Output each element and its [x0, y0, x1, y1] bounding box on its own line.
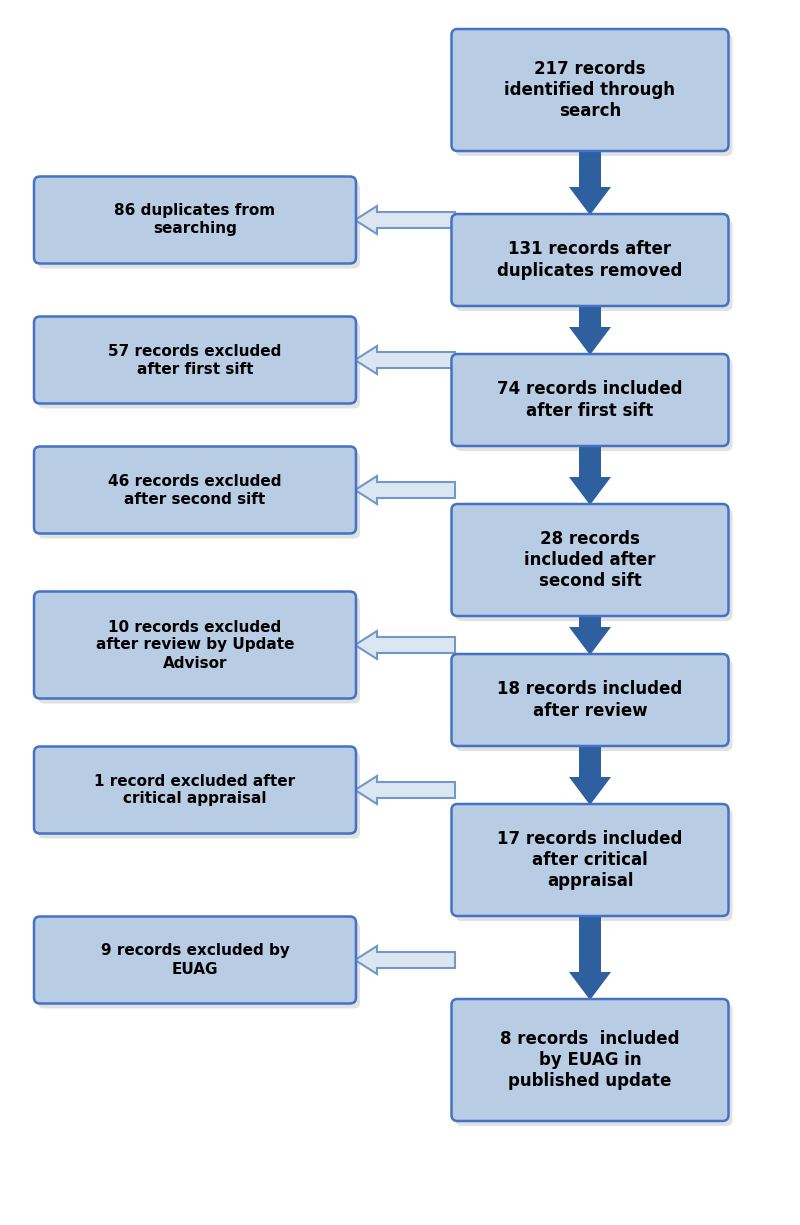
FancyBboxPatch shape: [34, 592, 356, 698]
FancyBboxPatch shape: [455, 359, 733, 451]
FancyBboxPatch shape: [38, 321, 360, 408]
Text: 10 records excluded
after review by Update
Advisor: 10 records excluded after review by Upda…: [96, 620, 294, 670]
Polygon shape: [569, 745, 611, 805]
Text: 46 records excluded
after second sift: 46 records excluded after second sift: [108, 474, 282, 506]
Text: 131 records after
duplicates removed: 131 records after duplicates removed: [498, 240, 682, 279]
FancyBboxPatch shape: [34, 316, 356, 403]
FancyBboxPatch shape: [38, 597, 360, 703]
Polygon shape: [569, 149, 611, 216]
Polygon shape: [569, 915, 611, 1000]
FancyBboxPatch shape: [455, 808, 733, 921]
Text: 9 records excluded by
EUAG: 9 records excluded by EUAG: [101, 943, 290, 976]
Text: 74 records included
after first sift: 74 records included after first sift: [498, 380, 682, 420]
FancyBboxPatch shape: [455, 659, 733, 751]
FancyBboxPatch shape: [451, 29, 729, 151]
Polygon shape: [355, 631, 455, 659]
FancyBboxPatch shape: [38, 452, 360, 539]
FancyBboxPatch shape: [38, 751, 360, 838]
FancyBboxPatch shape: [455, 34, 733, 156]
FancyBboxPatch shape: [34, 916, 356, 1003]
FancyBboxPatch shape: [451, 804, 729, 916]
Text: 1 record excluded after
critical appraisal: 1 record excluded after critical apprais…: [94, 773, 295, 806]
FancyBboxPatch shape: [451, 214, 729, 306]
Text: 217 records
identified through
search: 217 records identified through search: [505, 60, 675, 120]
Polygon shape: [355, 775, 455, 804]
FancyBboxPatch shape: [451, 503, 729, 616]
Polygon shape: [355, 206, 455, 234]
Polygon shape: [569, 445, 611, 505]
FancyBboxPatch shape: [455, 1004, 733, 1126]
Polygon shape: [569, 615, 611, 655]
Text: 17 records included
after critical
appraisal: 17 records included after critical appra…: [498, 829, 682, 891]
Text: 18 records included
after review: 18 records included after review: [498, 680, 682, 720]
Text: 8 records  included
by EUAG in
published update: 8 records included by EUAG in published …: [500, 1029, 680, 1090]
Polygon shape: [355, 345, 455, 374]
FancyBboxPatch shape: [451, 354, 729, 446]
FancyBboxPatch shape: [455, 510, 733, 621]
FancyBboxPatch shape: [451, 1000, 729, 1121]
Text: 57 records excluded
after first sift: 57 records excluded after first sift: [108, 343, 282, 376]
Polygon shape: [355, 946, 455, 974]
FancyBboxPatch shape: [451, 654, 729, 746]
Text: 86 duplicates from
searching: 86 duplicates from searching: [114, 203, 275, 236]
Polygon shape: [355, 477, 455, 503]
FancyBboxPatch shape: [455, 219, 733, 311]
FancyBboxPatch shape: [34, 746, 356, 833]
Polygon shape: [569, 305, 611, 355]
FancyBboxPatch shape: [38, 181, 360, 268]
FancyBboxPatch shape: [38, 921, 360, 1008]
Text: 28 records
included after
second sift: 28 records included after second sift: [524, 529, 656, 590]
FancyBboxPatch shape: [34, 446, 356, 534]
FancyBboxPatch shape: [34, 176, 356, 263]
